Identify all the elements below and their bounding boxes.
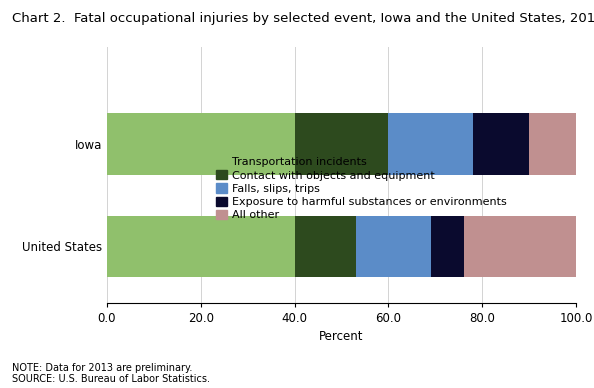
Text: Chart 2.  Fatal occupational injuries by selected event, Iowa and the United Sta: Chart 2. Fatal occupational injuries by … bbox=[12, 12, 594, 25]
Bar bbox=[431, 216, 463, 277]
Text: NOTE: Data for 2013 are preliminary.
SOURCE: U.S. Bureau of Labor Statistics.: NOTE: Data for 2013 are preliminary. SOU… bbox=[12, 362, 210, 384]
Bar bbox=[529, 113, 576, 175]
Bar bbox=[107, 113, 295, 175]
Bar bbox=[295, 113, 388, 175]
Bar bbox=[356, 216, 431, 277]
Bar bbox=[295, 216, 356, 277]
Bar bbox=[107, 216, 295, 277]
Bar bbox=[473, 113, 529, 175]
Bar bbox=[463, 216, 576, 277]
X-axis label: Percent: Percent bbox=[320, 330, 364, 343]
Bar bbox=[388, 113, 473, 175]
Legend: Transportation incidents, Contact with objects and equipment, Falls, slips, trip: Transportation incidents, Contact with o… bbox=[216, 157, 507, 220]
